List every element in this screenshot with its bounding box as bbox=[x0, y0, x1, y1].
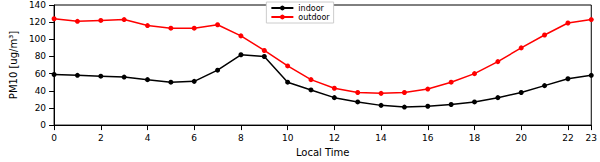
svg-text:18: 18 bbox=[469, 133, 481, 143]
svg-text:20: 20 bbox=[515, 133, 527, 143]
svg-text:6: 6 bbox=[191, 133, 197, 143]
svg-text:0: 0 bbox=[51, 133, 57, 143]
svg-text:outdoor: outdoor bbox=[298, 13, 330, 22]
svg-text:14: 14 bbox=[375, 133, 387, 143]
svg-text:40: 40 bbox=[35, 86, 47, 96]
svg-text:2: 2 bbox=[98, 133, 104, 143]
svg-text:10: 10 bbox=[282, 133, 294, 143]
svg-text:Local Time: Local Time bbox=[296, 147, 350, 158]
svg-text:120: 120 bbox=[29, 17, 46, 27]
svg-text:60: 60 bbox=[35, 69, 47, 79]
svg-text:PM10 [ug/m³]: PM10 [ug/m³] bbox=[8, 31, 19, 99]
svg-text:16: 16 bbox=[422, 133, 434, 143]
svg-text:22: 22 bbox=[562, 133, 573, 143]
svg-text:12: 12 bbox=[329, 133, 340, 143]
svg-text:0: 0 bbox=[40, 120, 46, 130]
svg-text:20: 20 bbox=[35, 103, 47, 113]
svg-text:80: 80 bbox=[35, 51, 47, 61]
svg-text:4: 4 bbox=[145, 133, 151, 143]
svg-text:23: 23 bbox=[586, 133, 597, 143]
svg-text:indoor: indoor bbox=[298, 4, 324, 13]
svg-text:8: 8 bbox=[238, 133, 244, 143]
svg-text:140: 140 bbox=[29, 0, 46, 10]
svg-text:100: 100 bbox=[29, 34, 46, 44]
